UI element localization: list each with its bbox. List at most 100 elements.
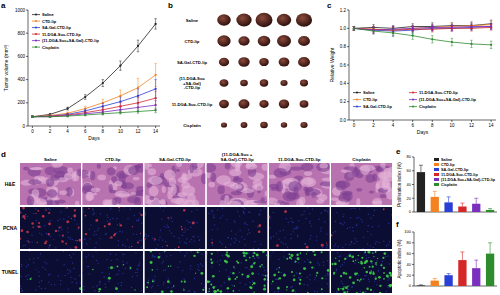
texture — [307, 259, 308, 260]
bar — [431, 197, 439, 212]
texture — [110, 208, 111, 209]
texture — [133, 233, 134, 234]
error-cap — [433, 278, 437, 279]
texture — [242, 207, 243, 208]
texture — [67, 227, 68, 228]
panel-letter: b — [168, 1, 173, 10]
texture — [331, 197, 339, 200]
error-cap — [490, 41, 492, 42]
texture — [329, 209, 330, 210]
texture — [145, 212, 146, 213]
texture — [68, 216, 69, 217]
y-tick-label: 40 — [407, 182, 412, 187]
texture — [38, 225, 41, 228]
texture — [236, 260, 238, 262]
texture — [156, 248, 157, 249]
texture — [45, 269, 46, 270]
marker — [31, 116, 33, 118]
marker — [372, 30, 374, 32]
error-bar — [474, 260, 478, 268]
error-cap — [137, 113, 139, 114]
texture — [45, 288, 46, 289]
tumor-photo — [296, 13, 312, 27]
texture — [37, 210, 39, 212]
error-cap — [154, 112, 156, 113]
marker — [102, 105, 104, 107]
texture — [312, 251, 314, 252]
error-cap — [431, 22, 433, 23]
texture — [299, 272, 301, 274]
error-cap — [137, 51, 139, 52]
texture — [192, 163, 197, 170]
texture — [23, 167, 28, 171]
marker — [119, 95, 121, 97]
texture — [183, 279, 184, 280]
texture — [350, 208, 351, 209]
marker — [155, 104, 157, 106]
texture — [345, 244, 346, 245]
error-cap — [102, 99, 104, 100]
texture — [236, 239, 237, 240]
error-stem — [412, 27, 413, 33]
texture — [385, 256, 386, 257]
texture — [245, 284, 246, 285]
error-cap — [447, 273, 451, 274]
legend-marker — [356, 106, 358, 108]
texture — [336, 212, 337, 213]
texture — [258, 213, 259, 214]
error-cap — [470, 47, 472, 48]
error-stem — [373, 27, 374, 34]
texture — [278, 259, 279, 260]
texture — [49, 274, 50, 275]
texture — [190, 227, 191, 228]
texture — [94, 247, 95, 248]
texture — [269, 255, 270, 256]
texture — [310, 235, 311, 236]
x-axis — [28, 126, 160, 127]
y-tick-label: 1000 — [15, 8, 26, 13]
texture — [305, 218, 306, 219]
texture — [76, 240, 78, 242]
texture — [38, 222, 40, 224]
error-cap — [470, 21, 472, 22]
texture — [22, 290, 23, 291]
texture — [318, 262, 319, 263]
texture — [122, 245, 123, 246]
texture — [24, 218, 26, 220]
texture — [342, 224, 343, 225]
texture — [297, 227, 298, 228]
texture — [110, 254, 111, 255]
texture — [258, 248, 259, 249]
texture — [138, 264, 139, 265]
texture — [245, 252, 248, 255]
texture — [92, 214, 93, 215]
texture — [307, 207, 308, 208]
texture — [307, 284, 308, 285]
texture — [127, 218, 128, 219]
texture — [154, 256, 155, 257]
texture — [79, 275, 80, 276]
texture — [367, 243, 368, 244]
legend-swatch — [434, 178, 439, 181]
texture — [46, 263, 47, 264]
texture — [383, 240, 384, 241]
texture — [122, 244, 123, 245]
texture — [82, 170, 88, 175]
x-tick — [412, 120, 413, 122]
texture — [370, 217, 371, 218]
texture — [167, 280, 170, 283]
texture — [82, 272, 83, 273]
y-axis — [28, 10, 29, 126]
texture — [210, 259, 212, 261]
texture — [286, 218, 287, 219]
plot-area — [31, 19, 157, 118]
texture — [221, 285, 222, 286]
error-cap — [84, 99, 86, 100]
series-line — [32, 89, 155, 117]
image-bg — [144, 251, 205, 293]
texture — [148, 280, 149, 281]
texture — [253, 262, 255, 264]
texture — [122, 261, 123, 262]
y-tick-label: 400 — [17, 77, 25, 82]
error-bar — [451, 25, 453, 31]
